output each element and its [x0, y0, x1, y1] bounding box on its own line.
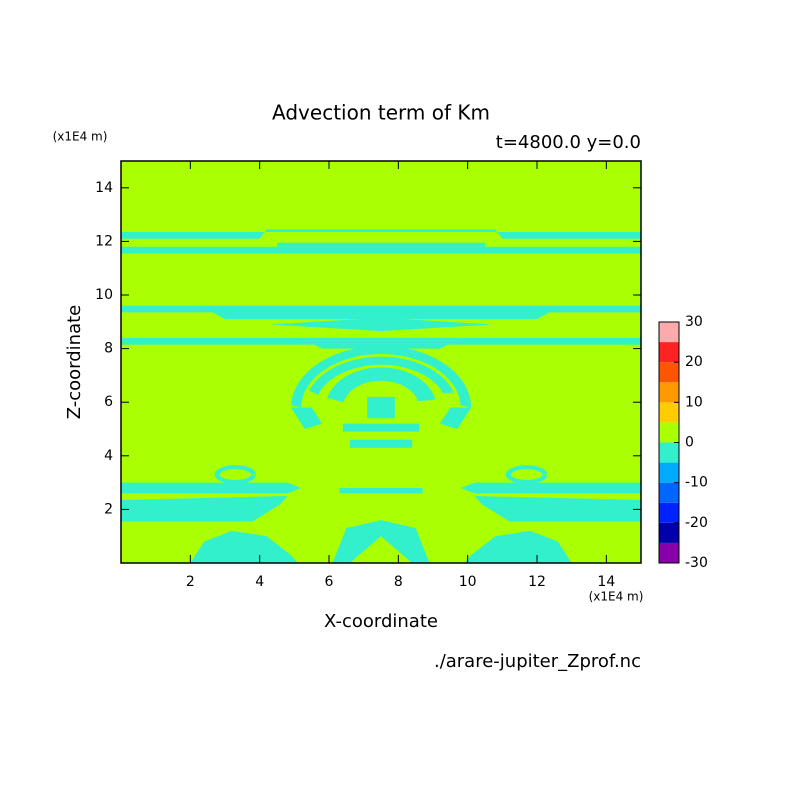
y-tick-label: 12 [95, 233, 113, 249]
y-tick-label: 6 [104, 394, 113, 410]
x-tick-label: 8 [394, 574, 403, 590]
contour-region [270, 317, 492, 332]
contour-region [367, 396, 395, 419]
contour-region [121, 229, 641, 239]
contour-region [464, 530, 572, 563]
x-tick-label: 6 [325, 574, 334, 590]
contour-region [339, 487, 423, 494]
colorbar-tick-label: 20 [685, 354, 703, 370]
colorbar-tick-label: 30 [685, 314, 703, 330]
x-tick-label: 10 [459, 574, 477, 590]
colorbar-tick-label: -10 [685, 475, 708, 491]
y-tick-label: 2 [104, 501, 113, 517]
plot-area [120, 160, 642, 564]
contour-region [200, 305, 562, 320]
colorbar-band [659, 482, 679, 503]
contour-region [290, 407, 323, 429]
source-label: ./arare-jupiter_Zprof.nc [434, 651, 641, 672]
contour-region [474, 496, 641, 522]
plot-frame [120, 160, 642, 564]
contour-region [460, 482, 641, 494]
x-tick-label: 14 [597, 574, 615, 590]
contour-region [349, 439, 413, 448]
contour-region [121, 246, 641, 254]
colorbar-band [659, 462, 679, 483]
contour-region [309, 356, 454, 395]
x-unit: (x1E4 m) [589, 590, 644, 604]
contour-region [505, 465, 548, 484]
y-unit: (x1E4 m) [53, 130, 108, 144]
contour-region [439, 407, 472, 429]
contour-region [121, 482, 302, 494]
colorbar-tick-label: -30 [685, 555, 708, 571]
x-tick-label: 4 [255, 574, 264, 590]
x-tick-label: 2 [186, 574, 195, 590]
contour-region [332, 520, 430, 563]
colorbar-band [659, 362, 679, 383]
chart-subtitle: t=4800.0 y=0.0 [496, 132, 641, 153]
colorbar-band [659, 322, 679, 343]
colorbar-band [659, 382, 679, 403]
colorbar-band [659, 402, 679, 423]
contour-region [121, 496, 288, 522]
colorbar-band [659, 542, 679, 563]
contour-region [277, 242, 485, 247]
y-axis-label: Z-coordinate [64, 305, 85, 420]
colorbar-tick-label: 0 [685, 435, 694, 451]
colorbar-tick-label: -20 [685, 515, 708, 531]
contour-region [342, 423, 420, 432]
contour-region [301, 337, 461, 349]
y-tick-label: 14 [95, 180, 113, 196]
colorbar-band [659, 342, 679, 363]
chart-title: Advection term of Km [272, 101, 490, 125]
y-tick-label: 10 [95, 287, 113, 303]
y-tick-label: 8 [104, 341, 113, 357]
contour-region [290, 345, 472, 408]
colorbar-tick-label: 10 [685, 394, 703, 410]
colorbar-band [659, 442, 679, 463]
colorbar-band [659, 522, 679, 543]
y-tick-label: 4 [104, 448, 113, 464]
contour-region [327, 367, 436, 403]
colorbar-band [659, 502, 679, 523]
contour-region [214, 465, 257, 484]
x-tick-label: 12 [528, 574, 546, 590]
contour-region [190, 530, 298, 563]
colorbar-band [659, 422, 679, 443]
x-axis-label: X-coordinate [324, 611, 438, 632]
